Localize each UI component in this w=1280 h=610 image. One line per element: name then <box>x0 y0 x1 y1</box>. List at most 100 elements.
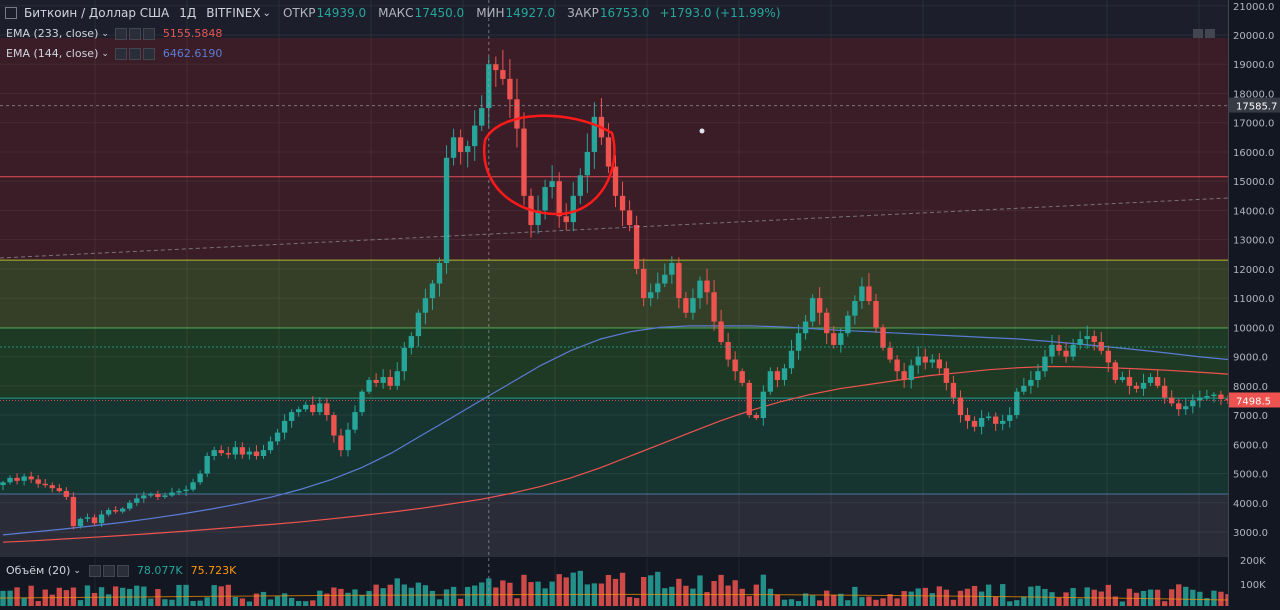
candle-body <box>633 225 640 269</box>
low-label: МИН <box>476 6 505 20</box>
close-icon[interactable] <box>142 27 155 40</box>
candle-body <box>549 181 555 188</box>
chevron-down-icon[interactable] <box>1193 29 1203 38</box>
volume-bar <box>21 597 27 606</box>
chevron-down-icon[interactable]: ⌄ <box>262 7 271 19</box>
volume-bar <box>443 589 450 606</box>
high-value: 17450.0 <box>414 6 465 20</box>
volume-bar <box>655 571 661 606</box>
candle-body <box>873 301 879 328</box>
volume-bar <box>246 601 253 606</box>
gear-icon[interactable] <box>128 47 141 60</box>
candle-body <box>619 195 626 211</box>
candle-body <box>401 347 407 372</box>
candle-body <box>84 517 91 519</box>
gear-icon[interactable] <box>102 564 115 577</box>
minimize-icon[interactable] <box>1205 29 1215 38</box>
ema-233-legend[interactable]: EMA (233, close) ⌄ 5155.5848 <box>6 27 222 40</box>
volume-bar <box>1176 584 1182 606</box>
candle-body <box>1098 341 1104 351</box>
price-tag-label: 7498.5 <box>1236 396 1271 407</box>
candle-body <box>901 371 907 380</box>
volume-bar <box>542 588 548 606</box>
candle-body <box>77 518 84 527</box>
candle-body <box>1133 385 1140 389</box>
candle-body <box>683 298 689 313</box>
volume-value-2: 75.723K <box>190 564 237 577</box>
close-icon[interactable] <box>116 564 129 577</box>
chevron-down-icon[interactable]: ⌄ <box>73 565 81 576</box>
volume-legend[interactable]: Объём (20) ⌄ 78.077K 75.723K <box>6 564 236 577</box>
candle-body <box>612 166 619 196</box>
volume-bar <box>985 584 992 606</box>
chevron-down-icon[interactable]: ⌄ <box>101 48 109 59</box>
volume-bar <box>852 586 858 606</box>
candle-body <box>809 298 816 322</box>
change-value: +1793.0 (+11.99%) <box>659 6 781 20</box>
price-tick-label: 10000.0 <box>1233 323 1274 334</box>
volume-bar <box>795 601 802 606</box>
interval[interactable]: 1Д <box>179 6 197 20</box>
volume-bar <box>429 590 436 606</box>
candle-body <box>1084 336 1090 340</box>
gear-icon[interactable] <box>128 27 141 40</box>
ema-144-legend[interactable]: EMA (144, close) ⌄ 6462.6190 <box>6 47 222 60</box>
volume-bars <box>0 555 1231 606</box>
volume-bar <box>767 588 774 606</box>
eye-icon[interactable] <box>88 564 101 577</box>
volume-value-1: 78.077K <box>136 564 183 577</box>
volume-bar <box>1190 589 1196 606</box>
volume-bar <box>310 600 316 606</box>
ema-233-value: 5155.5848 <box>162 27 223 40</box>
candle-body <box>859 286 865 302</box>
candle-body <box>197 473 203 483</box>
candle-body <box>556 181 562 217</box>
eye-icon[interactable] <box>114 47 127 60</box>
candle-body <box>922 356 928 363</box>
chevron-down-icon[interactable]: ⌄ <box>101 28 109 39</box>
volume-bar <box>619 572 626 606</box>
candle-body <box>366 379 372 392</box>
fib-band-bottom <box>0 493 1228 556</box>
volume-bar <box>105 594 112 606</box>
volume-bar <box>408 587 415 606</box>
trend-line <box>0 197 1229 259</box>
pane-controls[interactable] <box>1193 29 1215 38</box>
candle-body <box>21 476 27 481</box>
volume-bar <box>204 597 210 606</box>
exchange[interactable]: BITFINEX <box>206 6 261 20</box>
volume-bar <box>774 594 781 606</box>
candle-body <box>1091 336 1097 342</box>
candle-body <box>436 263 443 284</box>
eye-icon[interactable] <box>114 27 127 40</box>
candle-body <box>894 359 900 372</box>
candle-body <box>260 450 267 456</box>
symbol-header: Биткоин / Доллар США 1Д BITFINEX ⌄ ОТКР … <box>0 0 1228 26</box>
candle-body <box>1112 362 1119 380</box>
volume-bar <box>1218 591 1224 606</box>
price-tag <box>1229 97 1280 113</box>
candle-body <box>1014 391 1020 416</box>
candle-body <box>380 377 386 383</box>
volume-bar <box>809 595 816 606</box>
volume-bar <box>56 587 62 606</box>
volume-bar <box>662 588 668 606</box>
high-label: МАКС <box>378 6 414 20</box>
volume-bar <box>781 599 788 606</box>
volume-bar <box>950 599 957 606</box>
candle-body <box>711 292 717 322</box>
volume-bar <box>838 593 844 606</box>
candle-body <box>964 415 971 421</box>
ema-144-label: EMA (144, close) <box>6 47 99 60</box>
candle-body <box>457 137 464 152</box>
volume-bar <box>802 593 809 606</box>
candle-body <box>267 441 274 451</box>
collapse-icon[interactable] <box>5 7 17 19</box>
volume-bar <box>683 585 689 606</box>
volume-bar <box>162 599 168 606</box>
symbol-name[interactable]: Биткоин / Доллар США <box>24 6 170 20</box>
close-icon[interactable] <box>142 47 155 60</box>
volume-bar <box>816 600 823 606</box>
